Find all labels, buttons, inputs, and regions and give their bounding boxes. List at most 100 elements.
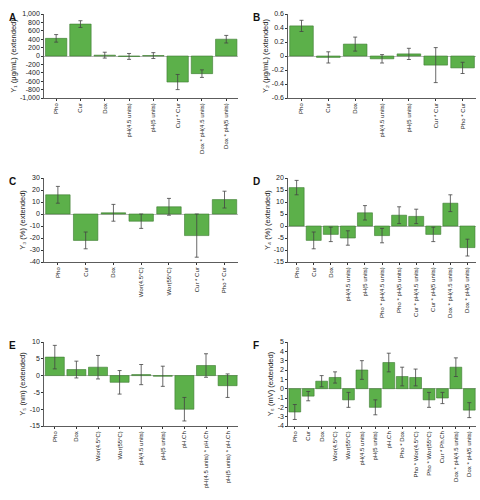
svg-text:4: 4 (280, 348, 284, 355)
svg-text:Dox * pH(4.5 units): Dox * pH(4.5 units) (447, 267, 453, 318)
svg-text:10: 10 (32, 338, 40, 345)
svg-text:-1: -1 (278, 394, 284, 401)
svg-text:Cur * Cur: Cur * Cur (433, 103, 439, 128)
svg-text:0: 0 (280, 52, 284, 59)
svg-text:10: 10 (32, 198, 40, 205)
svg-text:Pho * Cur: Pho * Cur (221, 267, 227, 293)
svg-text:Y₂ (μg/mL) (extended): Y₂ (μg/mL) (extended) (261, 19, 270, 93)
svg-text:-2: -2 (278, 404, 284, 411)
svg-text:2: 2 (280, 366, 284, 373)
svg-text:-40: -40 (30, 258, 40, 265)
svg-text:Y₄ (%) (extended): Y₄ (%) (extended) (263, 190, 272, 250)
svg-text:Cur * Cur: Cur * Cur (175, 103, 181, 128)
svg-text:Pho * Cur: Pho * Cur (460, 103, 466, 129)
svg-text:Pho * pH(4.5 units): Pho * pH(4.5 units) (379, 267, 385, 318)
svg-text:Y₅ (nm) (extended): Y₅ (nm) (extended) (18, 352, 27, 416)
svg-text:Pho: Pho (52, 431, 58, 442)
svg-text:-400: -400 (26, 69, 40, 76)
svg-text:-3: -3 (278, 413, 284, 420)
svg-text:-0.2: -0.2 (272, 66, 284, 73)
svg-text:-10: -10 (274, 246, 284, 253)
svg-text:400: 400 (28, 36, 40, 43)
svg-text:3: 3 (280, 357, 284, 364)
svg-text:Dox: Dox (110, 267, 116, 278)
svg-text:Pho * Dox: Pho * Dox (399, 431, 405, 458)
svg-text:0: 0 (36, 210, 40, 217)
svg-text:pH(5 units): pH(5 units) (362, 267, 368, 296)
svg-text:Dox * pH(5 units): Dox * pH(5 units) (464, 267, 470, 313)
svg-text:-15: -15 (274, 258, 284, 265)
svg-text:pH.Ch: pH.Ch (181, 431, 187, 448)
svg-text:D: D (253, 176, 260, 187)
svg-text:pH(4.5 units) * pH.Ch: pH(4.5 units) * pH.Ch (203, 431, 209, 488)
svg-text:1: 1 (280, 376, 284, 383)
svg-text:0: 0 (280, 385, 284, 392)
svg-text:Wor(55°C): Wor(55°C) (345, 431, 351, 459)
svg-text:15: 15 (276, 186, 284, 193)
svg-text:C: C (9, 176, 16, 187)
svg-text:20: 20 (276, 174, 284, 181)
svg-text:Cur: Cur (311, 267, 317, 277)
svg-text:Pho: Pho (298, 103, 304, 114)
svg-text:Cur * Ph.Ch: Cur * Ph.Ch (439, 431, 445, 463)
svg-text:Y₁ (μg/mL) (extended): Y₁ (μg/mL) (extended) (9, 19, 18, 93)
svg-text:A: A (9, 12, 16, 23)
svg-text:pH.Ch: pH.Ch (386, 431, 392, 448)
svg-text:Y₆ (mV) (extended): Y₆ (mV) (extended) (266, 351, 275, 416)
svg-text:-200: -200 (26, 61, 40, 68)
svg-text:Dox: Dox (102, 103, 108, 114)
svg-text:-4: -4 (278, 422, 284, 429)
svg-text:Dox * pH(4.5 units): Dox * pH(4.5 units) (199, 103, 205, 154)
svg-text:5: 5 (280, 338, 284, 345)
svg-text:Dox * pH(4.5 units): Dox * pH(4.5 units) (453, 431, 459, 482)
svg-text:-0.6: -0.6 (272, 94, 284, 101)
svg-text:Wor(55°C): Wor(55°C) (166, 267, 172, 295)
svg-text:Cur: Cur (325, 103, 331, 113)
svg-text:pH(5 units): pH(5 units) (406, 103, 412, 132)
svg-text:Dox * pH(5 units): Dox * pH(5 units) (466, 431, 472, 477)
svg-text:pH(4.5 units): pH(4.5 units) (359, 431, 365, 465)
svg-text:30: 30 (32, 174, 40, 181)
svg-text:Cur * pH(5 units): Cur * pH(5 units) (430, 267, 436, 312)
svg-text:-1,000: -1,000 (20, 94, 40, 101)
svg-text:Pho: Pho (294, 267, 300, 278)
svg-text:20: 20 (32, 186, 40, 193)
svg-text:pH(4.5 units): pH(4.5 units) (345, 267, 351, 301)
svg-text:0: 0 (280, 222, 284, 229)
svg-text:pH(5 units): pH(5 units) (160, 431, 166, 460)
svg-text:B: B (253, 12, 260, 23)
svg-text:Dox * pH(5 units): Dox * pH(5 units) (223, 103, 229, 149)
svg-text:-10: -10 (30, 222, 40, 229)
svg-text:0: 0 (36, 52, 40, 59)
svg-text:-0.4: -0.4 (272, 80, 284, 87)
svg-text:5: 5 (280, 210, 284, 217)
svg-text:pH(4.5 units): pH(4.5 units) (379, 103, 385, 137)
svg-text:-15: -15 (30, 422, 40, 429)
svg-text:F: F (253, 340, 259, 351)
svg-text:0: 0 (36, 372, 40, 379)
svg-text:Pho * pH(5 units): Pho * pH(5 units) (396, 267, 402, 313)
svg-text:Wor(55°C): Wor(55°C) (117, 431, 123, 459)
svg-text:Cur: Cur (305, 431, 311, 441)
svg-text:0.2: 0.2 (274, 38, 284, 45)
svg-text:pH(5 units) * pH.Ch: pH(5 units) * pH.Ch (225, 431, 231, 483)
svg-text:-5: -5 (34, 389, 40, 396)
svg-text:Cur * pH(4.5 units): Cur * pH(4.5 units) (413, 267, 419, 317)
svg-text:1,000: 1,000 (22, 10, 40, 17)
svg-text:-20: -20 (30, 234, 40, 241)
svg-text:0.6: 0.6 (274, 10, 284, 17)
svg-text:Wor(4.5°C): Wor(4.5°C) (138, 267, 144, 297)
svg-text:-600: -600 (26, 78, 40, 85)
svg-text:pH(4.5 units): pH(4.5 units) (126, 103, 132, 137)
svg-text:E: E (9, 340, 16, 351)
svg-text:Pho: Pho (53, 103, 59, 114)
svg-text:Cur: Cur (83, 267, 89, 277)
svg-text:200: 200 (28, 44, 40, 51)
svg-text:0.4: 0.4 (274, 24, 284, 31)
svg-text:pH(5 units): pH(5 units) (150, 103, 156, 132)
svg-text:pH(4.5 units): pH(4.5 units) (138, 431, 144, 465)
svg-text:Wor(4.5°C): Wor(4.5°C) (95, 431, 101, 461)
svg-text:Dox: Dox (73, 431, 79, 442)
svg-text:pH(5 units): pH(5 units) (372, 431, 378, 460)
svg-text:600: 600 (28, 27, 40, 34)
